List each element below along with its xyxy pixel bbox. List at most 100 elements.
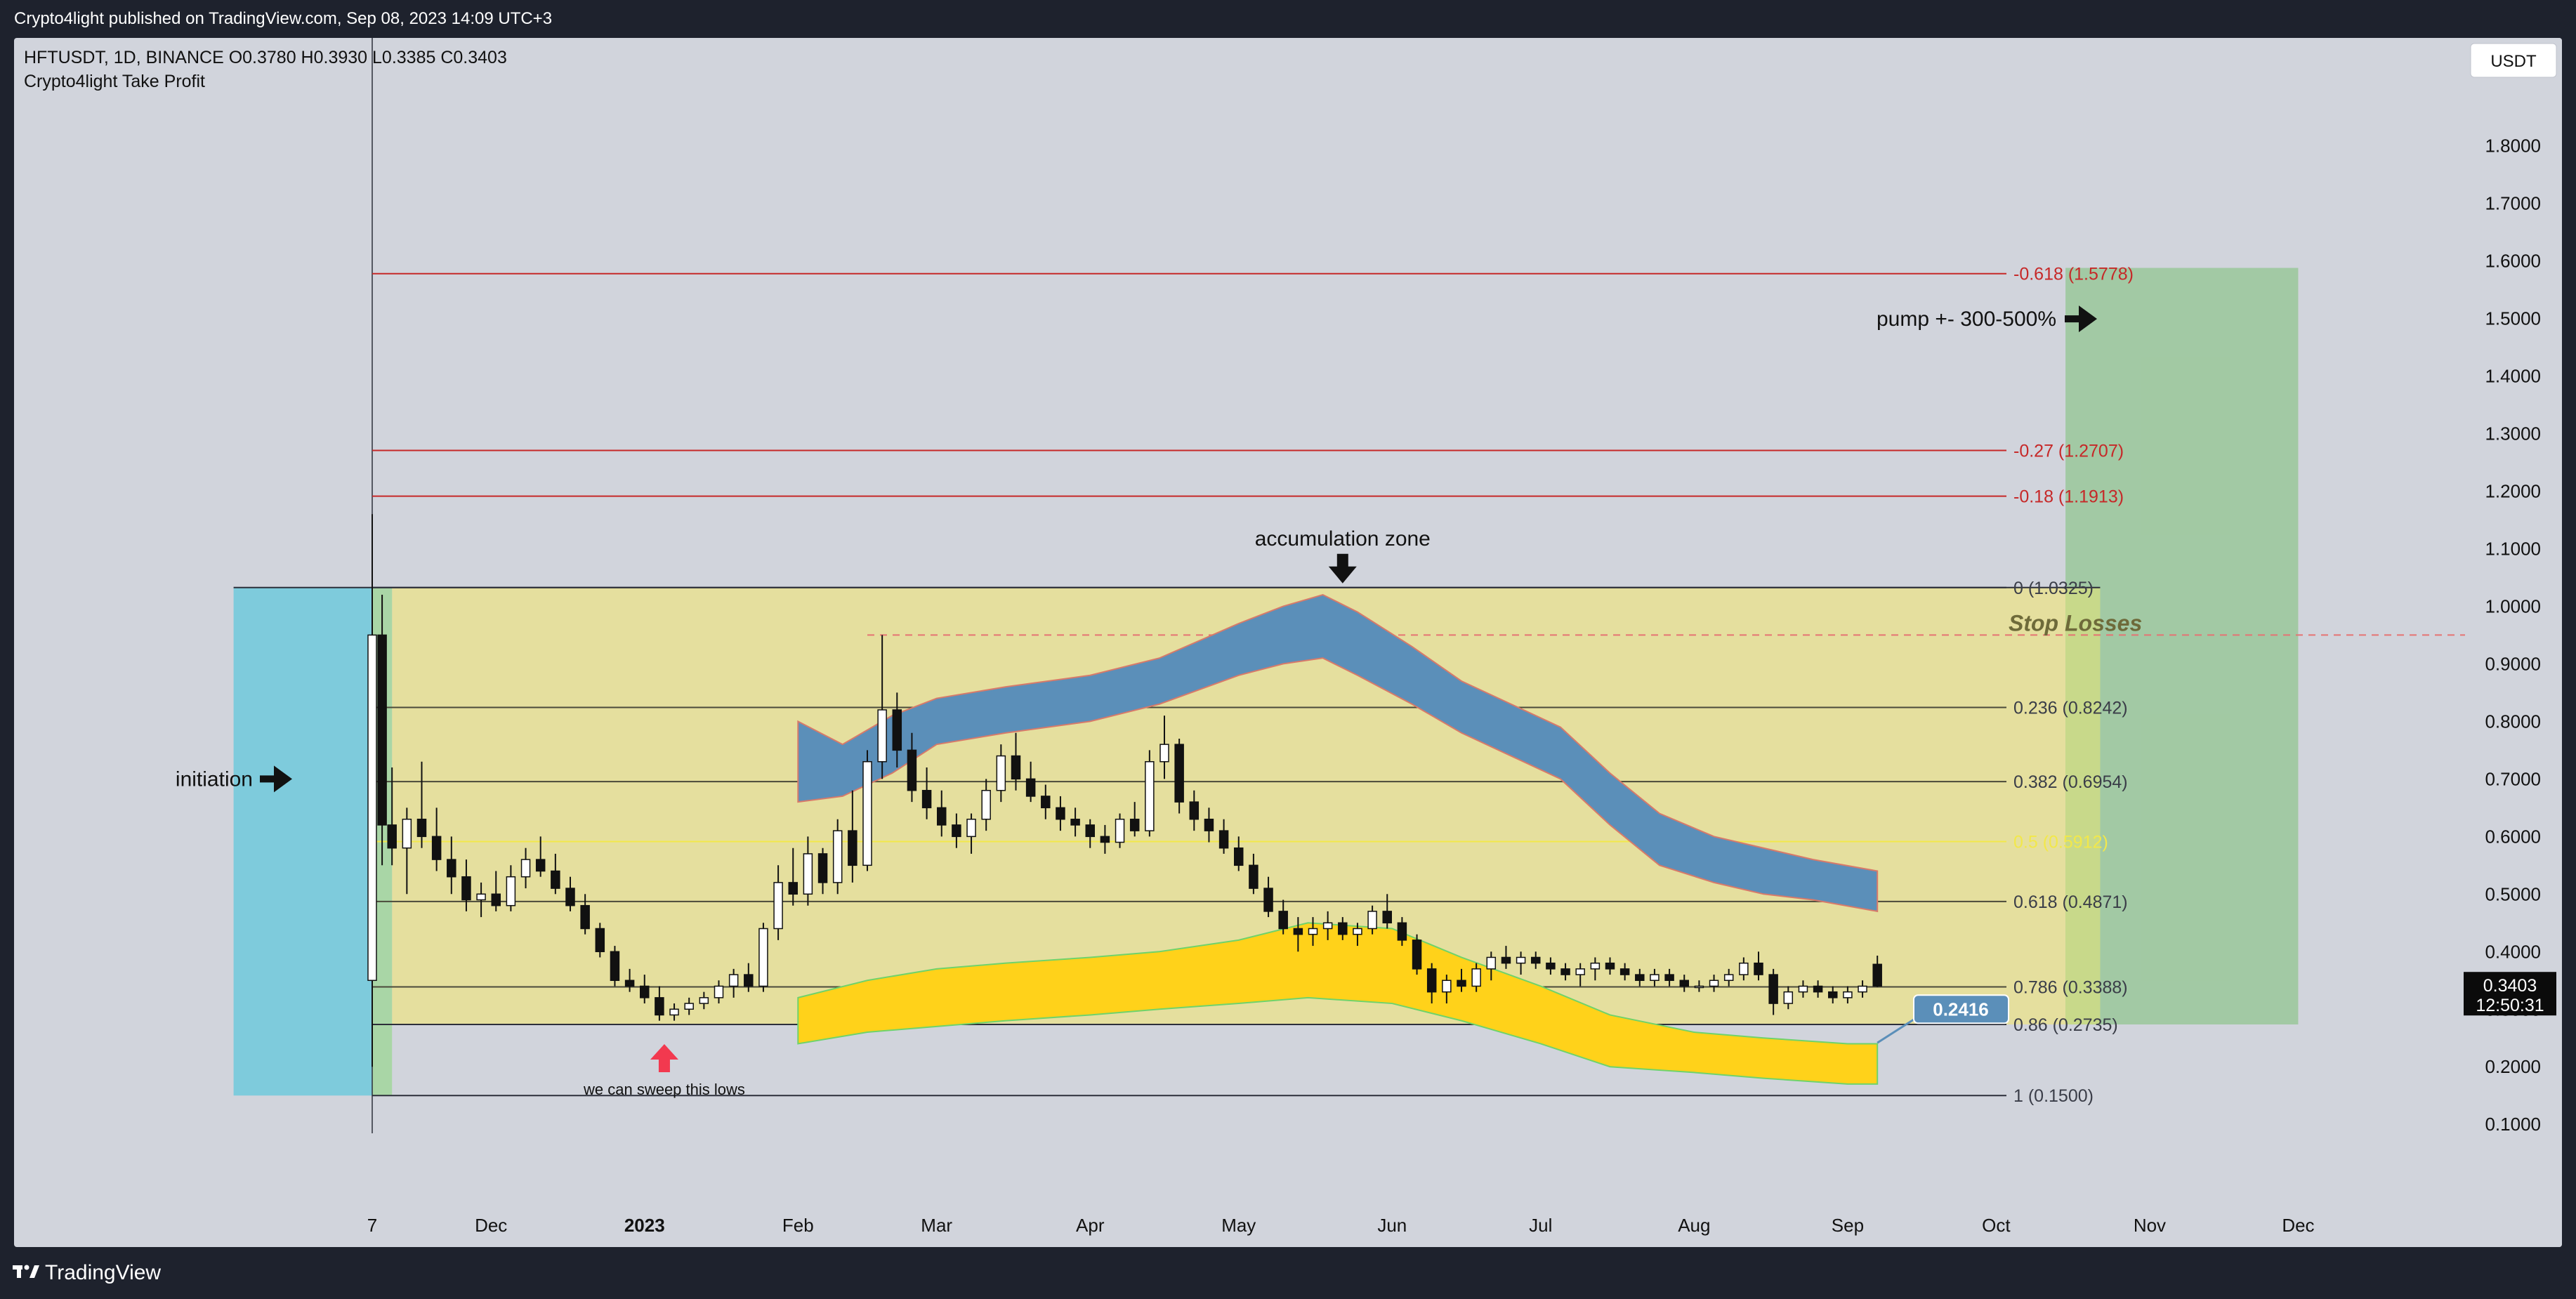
candle bbox=[1204, 807, 1214, 843]
candle-body bbox=[610, 951, 620, 982]
currency-box bbox=[2470, 43, 2557, 78]
candle-body bbox=[981, 789, 991, 820]
candle-body bbox=[1189, 801, 1200, 820]
candle bbox=[1115, 813, 1125, 848]
indicator-name: Crypto4light Take Profit bbox=[24, 72, 205, 91]
candle-body bbox=[1041, 796, 1051, 809]
candle bbox=[1145, 750, 1155, 837]
candle bbox=[1056, 796, 1065, 831]
candle-body bbox=[862, 760, 872, 866]
y-tick-label: 0.7000 bbox=[2485, 768, 2541, 789]
candle bbox=[803, 836, 813, 906]
candle bbox=[1471, 963, 1481, 992]
candle bbox=[1308, 917, 1318, 947]
candle-body bbox=[1129, 818, 1140, 831]
y-tick-label: 1.7000 bbox=[2485, 193, 2541, 214]
candle-body bbox=[1159, 744, 1169, 763]
candle-body bbox=[1709, 980, 1719, 987]
candle bbox=[981, 779, 991, 831]
candle bbox=[431, 807, 442, 871]
arrow-up-icon bbox=[650, 1043, 678, 1072]
candle bbox=[1412, 934, 1422, 975]
candle-body bbox=[1367, 911, 1377, 930]
candle bbox=[714, 980, 724, 1004]
candle-body bbox=[921, 789, 932, 809]
candle bbox=[416, 761, 427, 848]
arrow-down-icon bbox=[1328, 553, 1357, 583]
candle-body bbox=[655, 997, 664, 1016]
candle-body bbox=[1249, 864, 1259, 889]
candle-body bbox=[1516, 956, 1526, 964]
candle-body bbox=[640, 985, 650, 998]
fib-label-6: 0.5 (0.5912) bbox=[2013, 833, 2108, 852]
candle bbox=[684, 997, 694, 1015]
candle bbox=[1872, 956, 1882, 987]
candle-body bbox=[1100, 836, 1110, 843]
candle-body bbox=[1056, 807, 1065, 820]
candle bbox=[1575, 963, 1585, 987]
y-tick-label: 1.1000 bbox=[2485, 538, 2541, 559]
candle bbox=[491, 871, 501, 911]
fib-label-9: 0.86 (0.2735) bbox=[2013, 1015, 2118, 1035]
candle bbox=[1218, 819, 1229, 854]
y-tick-label: 1.5000 bbox=[2485, 308, 2541, 329]
target-badge-label: 0.2416 bbox=[1933, 998, 1989, 1020]
chart-canvas[interactable]: -0.618 (1.5778) -0.27 (1.2707) -0.18 (1.19… bbox=[14, 38, 2562, 1247]
y-tick-label: 0.4000 bbox=[2485, 941, 2541, 962]
fib-label-0: -0.618 (1.5778) bbox=[2013, 265, 2134, 284]
candle bbox=[773, 865, 783, 940]
candle-body bbox=[952, 824, 961, 838]
candle-body bbox=[1531, 956, 1541, 964]
candle-body bbox=[1397, 922, 1407, 941]
x-tick-label: Dec bbox=[475, 1215, 507, 1236]
candle bbox=[1723, 968, 1734, 987]
tradingview-logo-icon[interactable] bbox=[13, 1262, 41, 1282]
candle-body bbox=[1783, 991, 1794, 1004]
candle bbox=[1635, 968, 1645, 987]
x-tick-label: Mar bbox=[921, 1215, 952, 1236]
candle bbox=[387, 767, 397, 866]
candle-body bbox=[1412, 939, 1422, 970]
candle bbox=[565, 876, 575, 911]
candle bbox=[1041, 784, 1051, 819]
candle bbox=[1070, 807, 1080, 837]
candle-body bbox=[1426, 968, 1437, 993]
candle-body bbox=[595, 928, 605, 953]
y-tick-label: 0.9000 bbox=[2485, 653, 2541, 674]
candle bbox=[476, 882, 486, 918]
last-price-tag bbox=[2464, 972, 2556, 1016]
zone-accumulation-strip bbox=[2065, 587, 2101, 1024]
candle-body bbox=[1382, 911, 1392, 924]
y-tick-label: 0.2000 bbox=[2485, 1056, 2541, 1077]
candle-body bbox=[788, 882, 798, 895]
candle bbox=[966, 813, 976, 854]
candle-body bbox=[1234, 847, 1244, 866]
fib-label-7: 0.618 (0.4871) bbox=[2013, 892, 2128, 912]
candle bbox=[1546, 957, 1556, 975]
candle bbox=[447, 836, 456, 895]
candle-body bbox=[758, 928, 768, 987]
symbol-line: HFTUSDT, 1D, BINANCE O0.3780 H0.3930 L0.… bbox=[24, 48, 507, 67]
tradingview-brand[interactable]: TradingView bbox=[45, 1261, 162, 1284]
candle bbox=[624, 968, 635, 992]
candle-body bbox=[1457, 980, 1466, 987]
chart-frame: -0.618 (1.5778) -0.27 (1.2707) -0.18 (1.19… bbox=[14, 38, 2562, 1247]
y-tick-label: 1.3000 bbox=[2485, 423, 2541, 444]
candle bbox=[520, 848, 531, 889]
candle bbox=[1159, 716, 1169, 779]
candle bbox=[551, 853, 560, 895]
candle bbox=[937, 790, 947, 837]
candle bbox=[1100, 824, 1110, 854]
fib-levels-layer: -0.618 (1.5778) -0.27 (1.2707) -0.18 (1.19… bbox=[372, 265, 2465, 1106]
candle bbox=[1590, 957, 1601, 981]
candle-body bbox=[966, 818, 976, 838]
candle-body bbox=[1278, 911, 1288, 930]
annotation-stop-losses: Stop Losses bbox=[2009, 610, 2142, 635]
candle-body bbox=[773, 882, 783, 930]
candle-body bbox=[1872, 963, 1882, 987]
x-tick-label: Oct bbox=[1982, 1215, 2011, 1236]
candle-body bbox=[1768, 974, 1778, 1004]
y-tick-label: 1.8000 bbox=[2485, 136, 2541, 157]
candle-body bbox=[937, 807, 947, 826]
currency-label: USDT bbox=[2490, 52, 2537, 71]
